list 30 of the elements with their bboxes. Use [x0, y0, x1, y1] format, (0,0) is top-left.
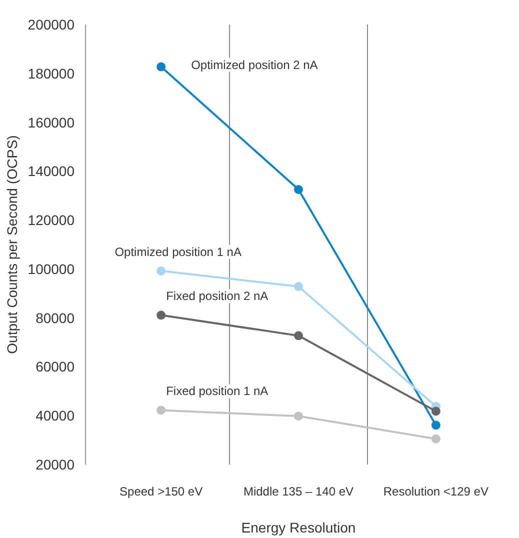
y-tick-label: 160000 [28, 114, 75, 130]
x-axis-title: Energy Resolution [241, 520, 356, 536]
point [156, 62, 166, 72]
point [431, 406, 440, 416]
series-label: Optimized position 1 nA [114, 244, 242, 259]
point [294, 282, 303, 292]
y-axis-title: Output Counts per Second (OCPS) [4, 135, 20, 354]
y-tick-label: 180000 [28, 65, 75, 82]
y-tick-label: 140000 [28, 163, 75, 180]
point [431, 420, 440, 430]
y-tick-label: 120000 [28, 212, 75, 228]
point [431, 434, 440, 444]
point [156, 310, 166, 320]
series-label: Fixed position 2 nA [166, 289, 268, 304]
y-tick-label: 40000 [36, 408, 75, 424]
point [294, 412, 303, 421]
y-tick-label: 200000 [28, 16, 75, 32]
point [156, 406, 166, 415]
y-tick-label: 60000 [36, 358, 75, 375]
series-label: Optimized position 2 nA [191, 58, 318, 72]
series-label: Fixed position 1 nA [166, 384, 268, 398]
point [294, 331, 303, 340]
point [294, 185, 303, 194]
y-tick-label: 80000 [36, 310, 75, 326]
x-tick-label: Resolution <129 eV [383, 484, 488, 498]
point [156, 266, 166, 276]
y-tick-label: 20000 [36, 456, 75, 472]
x-tick-label: Speed >150 eV [120, 484, 203, 498]
x-tick-label: Middle 135 – 140 eV [243, 484, 354, 498]
y-tick-label: 100000 [28, 260, 75, 277]
